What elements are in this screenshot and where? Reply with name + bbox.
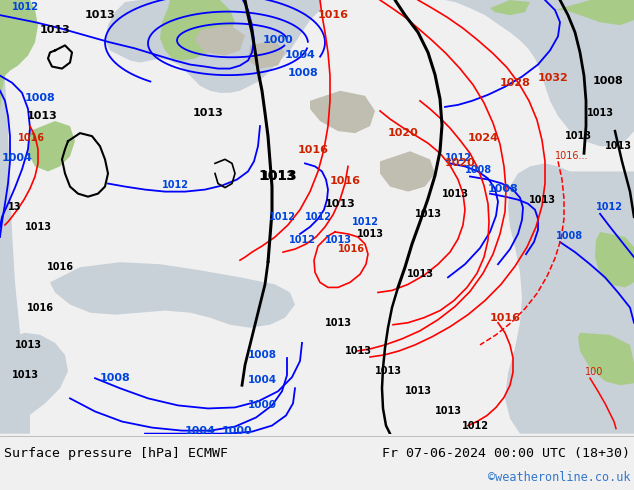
Text: 1013: 1013 xyxy=(406,270,434,279)
Text: 1020: 1020 xyxy=(445,158,476,169)
Text: 1016: 1016 xyxy=(318,10,349,20)
Text: 1004: 1004 xyxy=(185,426,216,436)
Text: 1016...: 1016... xyxy=(555,151,588,161)
Text: 1013: 1013 xyxy=(586,108,614,118)
Text: 1016: 1016 xyxy=(18,133,45,143)
Text: 1012: 1012 xyxy=(12,2,39,12)
Polygon shape xyxy=(105,0,320,93)
Text: 100: 100 xyxy=(585,367,604,377)
Text: 1013: 1013 xyxy=(564,131,592,141)
Text: 1012: 1012 xyxy=(596,202,623,212)
Text: 1013: 1013 xyxy=(404,386,432,396)
Text: 1013: 1013 xyxy=(604,141,631,151)
Text: 1004: 1004 xyxy=(2,153,33,163)
Text: 1016: 1016 xyxy=(490,313,521,323)
Text: 1016: 1016 xyxy=(46,262,74,272)
Polygon shape xyxy=(50,262,295,328)
Text: 1013: 1013 xyxy=(25,222,51,232)
Text: 1024: 1024 xyxy=(468,133,499,143)
Text: 1013: 1013 xyxy=(415,209,441,219)
Text: 1012: 1012 xyxy=(550,0,577,2)
Text: 1008: 1008 xyxy=(488,184,519,194)
Polygon shape xyxy=(555,0,634,25)
Text: 1013: 1013 xyxy=(375,366,401,376)
Polygon shape xyxy=(28,121,75,172)
Text: 13: 13 xyxy=(8,202,22,212)
Text: 1013: 1013 xyxy=(325,199,356,209)
Text: 1012: 1012 xyxy=(162,179,189,190)
Text: 1012: 1012 xyxy=(462,420,489,431)
Text: 1013: 1013 xyxy=(27,111,57,121)
Text: 1004: 1004 xyxy=(285,50,316,60)
Text: 1016: 1016 xyxy=(298,146,329,155)
Text: 1000: 1000 xyxy=(263,35,294,46)
Text: 1000: 1000 xyxy=(248,400,277,411)
Text: 1012: 1012 xyxy=(304,212,332,222)
Text: 1013: 1013 xyxy=(529,195,555,205)
Text: ©weatheronline.co.uk: ©weatheronline.co.uk xyxy=(488,471,630,485)
Text: 1020: 1020 xyxy=(388,128,418,138)
Text: 1028: 1028 xyxy=(500,78,531,88)
Text: 1013: 1013 xyxy=(261,170,295,183)
Text: 1016: 1016 xyxy=(338,244,365,254)
Polygon shape xyxy=(0,0,38,111)
Polygon shape xyxy=(0,0,30,434)
Polygon shape xyxy=(310,91,375,133)
Text: 1008: 1008 xyxy=(556,231,583,241)
Text: 1008: 1008 xyxy=(248,350,277,360)
Text: 1008: 1008 xyxy=(25,93,56,103)
Text: 1013: 1013 xyxy=(344,346,372,356)
Text: 1013: 1013 xyxy=(259,169,297,182)
Text: 1000: 1000 xyxy=(222,426,252,436)
Text: 1012: 1012 xyxy=(269,212,295,222)
Text: 1013: 1013 xyxy=(193,108,223,118)
Text: Surface pressure [hPa] ECMWF: Surface pressure [hPa] ECMWF xyxy=(4,447,228,460)
Text: 1012: 1012 xyxy=(351,217,378,227)
Text: 1013: 1013 xyxy=(11,370,39,380)
Text: 1032: 1032 xyxy=(538,73,569,83)
Text: Fr 07-06-2024 00:00 UTC (18+30): Fr 07-06-2024 00:00 UTC (18+30) xyxy=(382,447,630,460)
Polygon shape xyxy=(248,40,285,69)
Polygon shape xyxy=(430,0,634,146)
Text: 1013: 1013 xyxy=(84,10,115,20)
Text: 1008: 1008 xyxy=(100,373,131,383)
Polygon shape xyxy=(0,333,68,434)
Text: 1012: 1012 xyxy=(445,153,472,163)
Text: 1008: 1008 xyxy=(288,68,319,77)
Text: 1004: 1004 xyxy=(248,375,277,385)
Text: 1016: 1016 xyxy=(330,175,361,186)
Text: 1013: 1013 xyxy=(441,189,469,198)
Text: 1013: 1013 xyxy=(15,340,41,350)
Text: 1013: 1013 xyxy=(356,229,384,239)
Polygon shape xyxy=(595,232,634,288)
Text: 1013: 1013 xyxy=(434,407,462,416)
Polygon shape xyxy=(490,0,530,15)
Polygon shape xyxy=(380,151,435,192)
Polygon shape xyxy=(195,25,245,55)
Text: 1012: 1012 xyxy=(288,235,316,245)
Text: 1013: 1013 xyxy=(39,25,70,35)
Text: 1013: 1013 xyxy=(325,318,351,328)
Text: 1008: 1008 xyxy=(465,166,492,175)
Text: 1008: 1008 xyxy=(593,75,623,86)
Polygon shape xyxy=(160,0,235,60)
Text: 1013: 1013 xyxy=(325,235,351,245)
Polygon shape xyxy=(505,163,634,434)
Polygon shape xyxy=(578,333,634,385)
Text: 1016: 1016 xyxy=(27,303,53,313)
